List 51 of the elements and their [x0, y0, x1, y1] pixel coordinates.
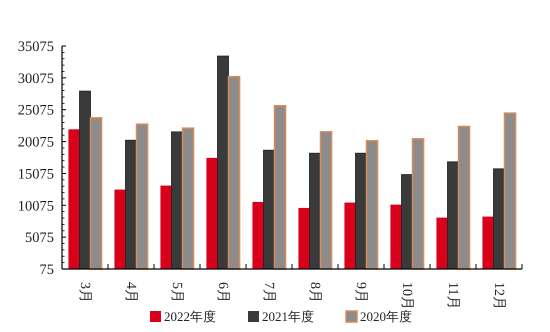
bar [228, 76, 240, 270]
y-tick-label: 75 [40, 262, 54, 278]
bar [309, 152, 321, 270]
x-tick-label: 5月 [169, 282, 184, 303]
y-tick-label: 25075 [18, 102, 54, 119]
x-tick-label: 4月 [123, 282, 138, 303]
legend-label: 2022年度 [164, 309, 216, 324]
bar [366, 140, 378, 270]
bar [252, 202, 264, 269]
y-tick-label: 5075 [25, 230, 54, 246]
x-tick-label: 11月 [445, 282, 460, 310]
bar [79, 90, 91, 270]
legend-label: 2020年度 [360, 309, 412, 324]
x-tick-label: 7月 [261, 282, 276, 303]
bar [217, 56, 229, 270]
bar [390, 204, 402, 269]
bar [182, 127, 194, 270]
bar [298, 208, 310, 269]
bar [114, 190, 126, 269]
bar [90, 117, 102, 270]
bar [482, 216, 494, 269]
y-tick-label: 10075 [18, 198, 54, 214]
bar [458, 126, 470, 270]
bar [493, 168, 505, 270]
x-tick-label: 8月 [307, 282, 322, 303]
bar [436, 218, 448, 269]
bar [68, 129, 80, 269]
x-tick-label: 10月 [399, 282, 414, 310]
bar [320, 131, 332, 270]
bar [355, 152, 367, 270]
x-tick-label: 9月 [353, 282, 368, 303]
bar [447, 161, 459, 270]
bar [504, 112, 516, 270]
bar [206, 158, 218, 269]
y-tick-label: 35075 [18, 39, 54, 55]
legend-label: 2021年度 [262, 309, 314, 324]
bar [263, 150, 275, 270]
bar [344, 202, 356, 269]
bar [125, 140, 137, 270]
bar [171, 131, 183, 270]
x-tick-label: 6月 [215, 282, 230, 303]
y-tick-label: 15075 [18, 166, 54, 182]
y-tick-label: 30075 [18, 70, 54, 87]
bar [412, 138, 424, 270]
bar [136, 123, 148, 270]
y-tick-label: 20075 [18, 134, 54, 151]
x-tick-label: 12月 [491, 282, 506, 310]
bar [401, 174, 413, 270]
bar [274, 104, 286, 270]
x-tick-label: 3月 [77, 282, 92, 303]
bar [160, 186, 172, 269]
